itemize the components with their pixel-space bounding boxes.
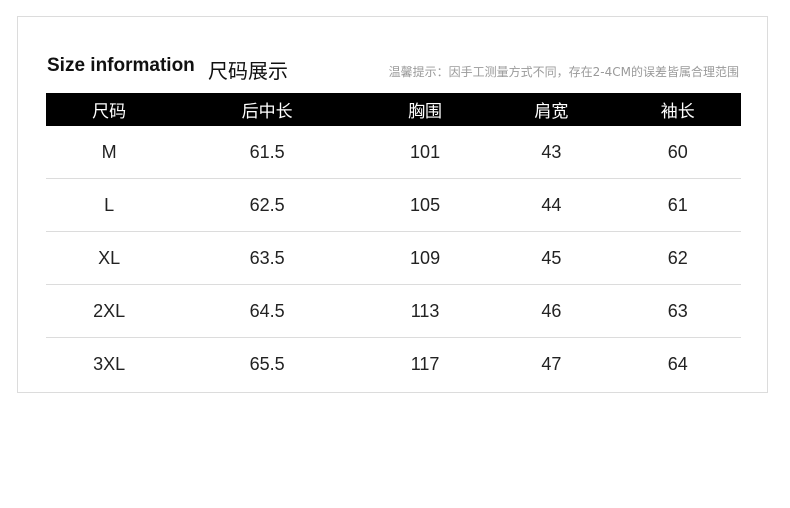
table-cell: 47 [541,353,562,374]
table-cell: 117 [410,353,440,374]
table-cell: M [46,126,173,179]
table-cell: 101 [361,126,489,179]
table-row: XL 63.5 109 45 62 [46,231,741,285]
measurement-notice: 温馨提示：因手工测量方式不同，存在2-4CM的误差皆属合理范围 [388,65,739,79]
table-row: 2XL 64.5 113 46 63 [46,284,741,338]
table-cell: 60 [614,126,741,179]
table-row: M 61.5 101 43 60 [46,126,741,179]
table-cell: 61 [614,178,741,232]
size-chart-frame [17,16,768,393]
table-cell: 43 [488,126,615,179]
column-header: 尺码 [46,93,173,126]
table-cell: 61.5 [172,126,362,179]
table-cell: 45 [488,231,615,285]
title-english: Size information [47,55,195,76]
table-cell: 109 [361,231,489,285]
table-cell: 62 [614,231,741,285]
table-cell: 63.5 [172,231,362,285]
table-cell: 44 [488,178,615,232]
size-table: 尺码 后中长 胸围 肩宽 袖长 M 61.5 101 43 60 L 62.5 105 44 61 XL 63… [46,93,741,390]
table-cell: L [46,178,173,232]
column-header: 胸围 [361,93,489,126]
table-cell: 65.5 [249,353,285,374]
table-header-row: 尺码 后中长 胸围 肩宽 袖长 [46,93,741,126]
table-cell: 63 [614,284,741,338]
table-cell: XL [46,231,173,285]
column-header: 肩宽 [488,93,615,126]
table-cell: 3XL [93,353,126,374]
table-row: 3XL 65.5 117 47 64 [46,338,741,391]
table-cell: 64.5 [172,284,362,338]
table-cell: 2XL [46,284,173,338]
table-row: L 62.5 105 44 61 [46,178,741,232]
title-chinese: 尺码展示 [208,59,288,83]
column-header: 袖长 [614,93,741,126]
column-header: 后中长 [172,93,362,126]
table-cell: 62.5 [172,178,362,232]
table-cell: 46 [488,284,615,338]
table-cell: 113 [361,284,489,338]
table-cell: 105 [361,178,489,232]
table-cell: 64 [667,353,688,374]
